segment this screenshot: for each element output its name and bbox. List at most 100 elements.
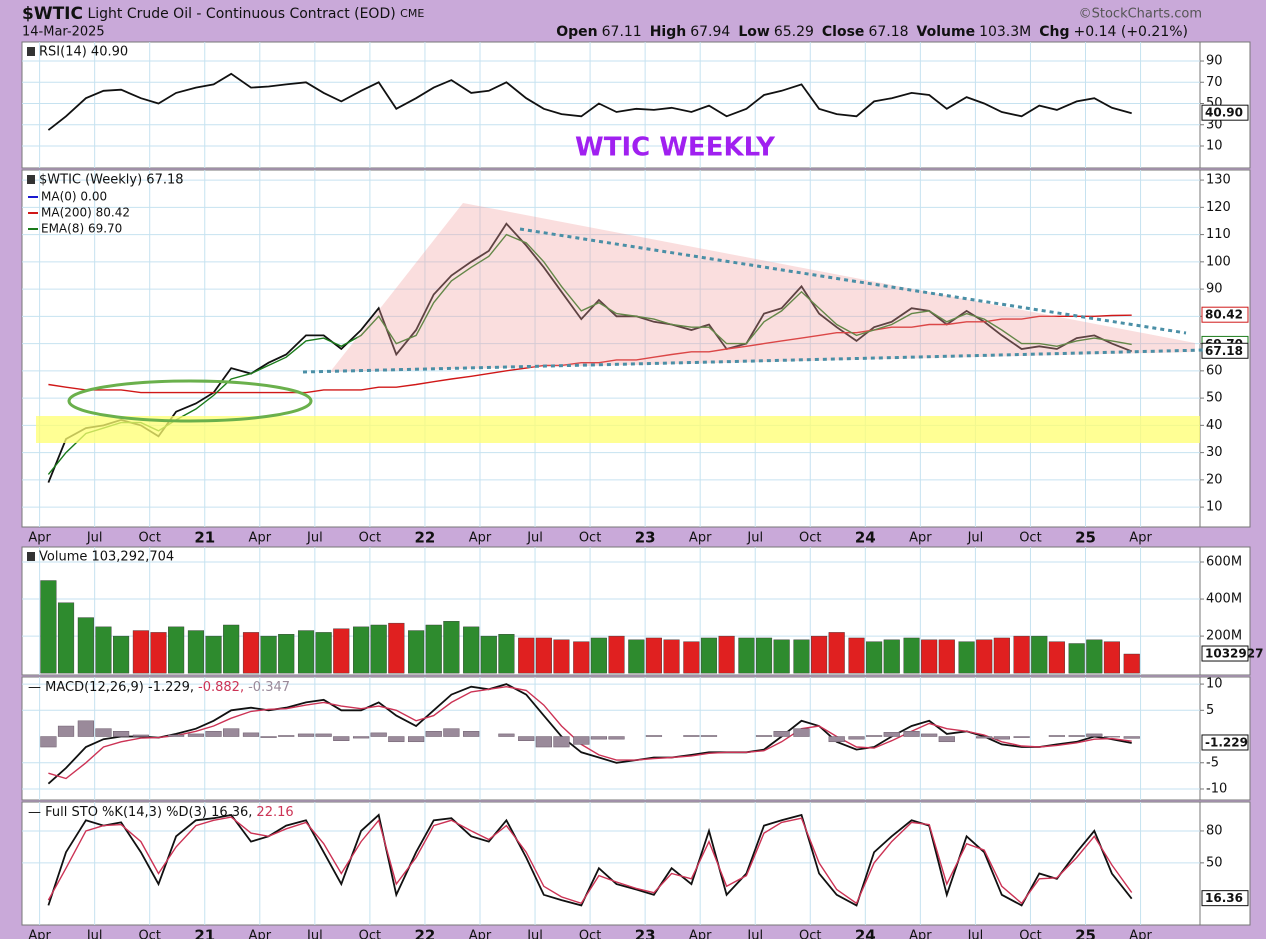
source: ©StockCharts.com xyxy=(1079,7,1202,22)
volume-bar xyxy=(1013,635,1030,674)
histogram-bar xyxy=(608,736,625,740)
histogram-bar xyxy=(40,736,57,748)
x-tick-label: 22 xyxy=(415,927,436,939)
x-tick-label: Apr xyxy=(249,929,272,939)
histogram-bar xyxy=(95,728,112,737)
quote-value: +0.14 (+0.21%) xyxy=(1074,24,1188,40)
histogram-bar xyxy=(463,731,480,737)
panel-title: Volume 103,292,704 xyxy=(39,550,174,565)
y-tick-label: 30 xyxy=(1206,117,1223,132)
volume-bar xyxy=(388,622,405,674)
quote-value: 65.29 xyxy=(774,24,814,40)
trend-line xyxy=(302,348,1206,374)
data-layer xyxy=(40,580,1140,674)
histogram-bar xyxy=(388,736,405,743)
value-box-label: 1032927 xyxy=(1205,647,1263,661)
y-tick-label: 5 xyxy=(1206,703,1214,718)
volume-bar xyxy=(498,634,515,674)
x-tick-label: Apr xyxy=(28,929,51,939)
x-tick-label: Apr xyxy=(469,929,492,939)
volume-bar xyxy=(866,641,883,674)
series-line xyxy=(48,314,1132,394)
volume-bar xyxy=(443,621,460,674)
panel: 600M 400M 200M Volume 103,292,704 1032927 xyxy=(21,546,1263,676)
volume-bar xyxy=(828,632,845,674)
x-tick-label: Oct xyxy=(359,531,381,546)
x-tick-label: Oct xyxy=(579,531,601,546)
y-tick-label: 600M xyxy=(1206,555,1242,570)
value-box xyxy=(1201,306,1249,323)
volume-bar xyxy=(938,639,955,674)
legend-entry: EMA(8) 69.70 xyxy=(41,222,122,236)
histogram-bar xyxy=(645,735,663,737)
volume-bar xyxy=(921,639,938,674)
histogram-bar xyxy=(535,736,552,748)
volume-bar xyxy=(645,637,662,674)
y-tick-label: 10 xyxy=(1206,500,1223,515)
histogram-bar xyxy=(828,736,845,743)
y-tick-label: 100 xyxy=(1206,254,1231,269)
value-box xyxy=(1201,890,1249,907)
histogram-bar xyxy=(205,731,222,737)
value-box xyxy=(1201,645,1249,662)
volume-bar xyxy=(993,637,1010,674)
histogram-bar xyxy=(848,736,865,740)
x-tick-label: Apr xyxy=(689,531,712,546)
histogram-bar xyxy=(443,728,460,737)
triangle-pattern xyxy=(330,203,1195,372)
histogram-bar xyxy=(903,731,920,737)
volume-bar xyxy=(205,635,222,674)
y-tick-label: 50 xyxy=(1206,391,1223,406)
volume-bar xyxy=(683,641,700,674)
quote-value: 67.94 xyxy=(690,24,730,40)
histogram-bar xyxy=(370,732,387,737)
x-tick-label: 25 xyxy=(1075,529,1096,547)
x-tick-label: Jul xyxy=(746,531,763,546)
x-tick-label: Jul xyxy=(746,929,763,939)
histogram-bar xyxy=(223,728,240,737)
histogram-bar xyxy=(315,733,332,737)
series-line xyxy=(47,813,1133,907)
panel-legend: — Full STO %K(14,3) %D(3) 16.36, 22.16 xyxy=(28,805,294,820)
histogram-bar xyxy=(921,733,938,737)
histogram-bar xyxy=(553,736,570,748)
histogram-bar xyxy=(773,731,790,737)
volume-bar xyxy=(260,635,277,674)
annotation: WTIC WEEKLY xyxy=(575,133,776,163)
histogram-bar xyxy=(573,736,590,745)
x-tick-label: Oct xyxy=(799,929,821,939)
instrument-name: Light Crude Oil - Continuous Contract (E… xyxy=(87,6,395,22)
x-tick-label: 22 xyxy=(415,529,436,547)
panel-title: $WTIC (Weekly) 67.18 xyxy=(39,173,184,188)
x-tick-label: 24 xyxy=(855,927,876,939)
volume-bar xyxy=(1103,641,1120,674)
volume-bar xyxy=(408,630,425,674)
histogram-bar xyxy=(242,732,260,737)
volume-bar xyxy=(518,637,535,674)
histogram-bar xyxy=(938,736,955,743)
x-tick-label: Oct xyxy=(138,531,160,546)
x-tick-label: Apr xyxy=(249,531,272,546)
ellipse-highlight xyxy=(67,379,313,423)
volume-bar xyxy=(811,635,828,674)
volume-bar xyxy=(187,630,205,674)
histogram-bar xyxy=(408,736,425,743)
x-tick-label: Jul xyxy=(967,929,984,939)
volume-bar xyxy=(700,637,718,674)
volume-bar xyxy=(480,635,497,674)
volume-bar xyxy=(903,637,920,674)
legend-entry: 22.16 xyxy=(256,805,293,820)
panel-legend: — MACD(12,26,9) -1.229, -0.882, -0.347 xyxy=(28,680,290,695)
histogram-bar xyxy=(187,733,205,737)
x-tick-label: 21 xyxy=(194,927,215,939)
histogram-bar xyxy=(1048,735,1065,737)
value-box-label: 16.36 xyxy=(1205,891,1243,905)
y-tick-label: 10 xyxy=(1206,677,1223,692)
histogram-bar xyxy=(883,732,900,737)
volume-bar xyxy=(77,617,94,674)
volume-bar xyxy=(425,624,442,674)
y-tick-label: 200M xyxy=(1206,629,1242,644)
x-tick-label: Apr xyxy=(909,929,932,939)
histogram-bar xyxy=(168,734,185,737)
volume-bar xyxy=(976,639,993,674)
